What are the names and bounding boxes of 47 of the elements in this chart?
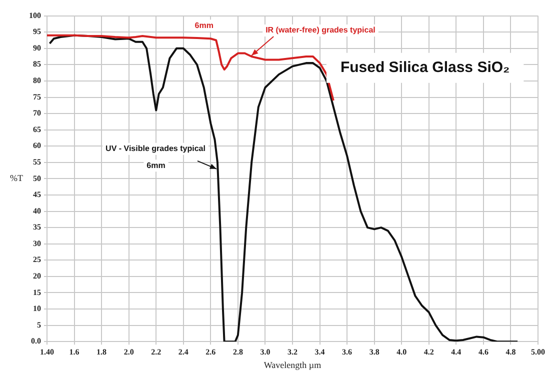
x-tick-label: 1.8 bbox=[96, 347, 107, 356]
y-tick-label: 85 bbox=[33, 60, 41, 69]
x-tick-label: 4.4 bbox=[451, 347, 462, 356]
annotation: 6mm bbox=[194, 20, 214, 30]
y-tick-label: 40 bbox=[33, 206, 41, 216]
y-tick-label: 10 bbox=[33, 304, 41, 314]
x-tick-label: 5.00 bbox=[531, 347, 545, 356]
x-tick-label: 2.4 bbox=[178, 347, 188, 356]
y-tick-label: 95 bbox=[33, 27, 41, 36]
y-tick-label: 45 bbox=[33, 190, 41, 200]
x-tick-label: 3.4 bbox=[314, 347, 325, 356]
y-axis-title: %T bbox=[10, 173, 24, 184]
y-tick-label: 80 bbox=[33, 76, 41, 86]
y-tick-label: 50 bbox=[33, 174, 41, 183]
y-tick-label: 100 bbox=[29, 10, 41, 20]
x-tick-label: 1.6 bbox=[69, 347, 80, 356]
x-axis-title: Wavelength µm bbox=[264, 360, 322, 370]
y-tick-label: 90 bbox=[33, 43, 41, 52]
x-tick-label: 2.0 bbox=[124, 347, 134, 356]
x-tick-label: 4.8 bbox=[506, 347, 516, 356]
x-tick-label: 4.2 bbox=[424, 347, 434, 356]
x-tick-label: 3.2 bbox=[288, 347, 298, 356]
y-tick-label: 55 bbox=[33, 157, 41, 166]
x-tick-label: 4.6 bbox=[478, 347, 488, 356]
text: Fused Silica Glass SiO₂ bbox=[340, 59, 510, 76]
x-tick-label: 3.6 bbox=[342, 347, 352, 356]
y-tick-label: 30 bbox=[33, 238, 41, 248]
y-tick-label: 65 bbox=[33, 124, 41, 134]
y-tick-label: 5 bbox=[37, 320, 41, 330]
annotation: IR (water-free) grades typical bbox=[266, 26, 376, 35]
x-tick-label: 1.40 bbox=[40, 347, 54, 356]
y-tick-label: 20 bbox=[33, 272, 41, 281]
y-tick-label: 60 bbox=[33, 141, 41, 150]
y-tick-label: 35 bbox=[33, 222, 41, 232]
x-tick-label: 3.0 bbox=[260, 347, 270, 356]
annotation: UV - Visible grades typical bbox=[106, 144, 206, 154]
x-tick-label: 2.2 bbox=[151, 347, 162, 356]
y-tick-label: 75 bbox=[33, 92, 41, 102]
y-tick-label: 25 bbox=[33, 255, 41, 264]
x-tick-label: 2.8 bbox=[232, 347, 243, 356]
x-tick-label: 3.8 bbox=[369, 347, 380, 356]
x-tick-label: 2.6 bbox=[206, 347, 216, 356]
x-tick-label: 4.0 bbox=[396, 347, 407, 356]
y-tick-label: 70 bbox=[33, 108, 41, 118]
y-tick-label: 15 bbox=[33, 288, 41, 297]
y-tick-label: 0.0 bbox=[31, 336, 41, 346]
annotation: 6mm bbox=[146, 160, 166, 170]
